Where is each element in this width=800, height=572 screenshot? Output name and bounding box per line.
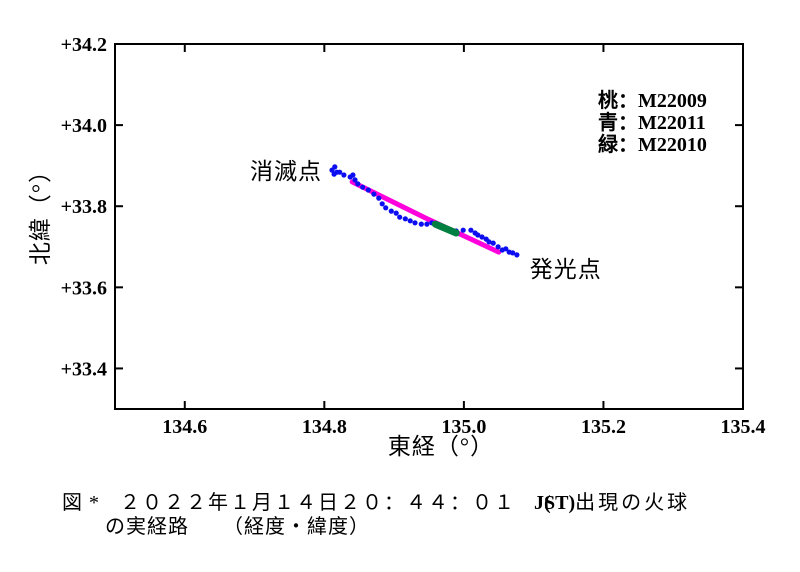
series-M22011-point xyxy=(418,221,424,227)
series-M22010-track xyxy=(431,220,460,237)
series-M22009-track xyxy=(349,179,502,255)
caption-jst-text: JST) xyxy=(534,492,576,514)
y-tick-label: +33.6 xyxy=(61,277,107,299)
x-tick-label: 135.0 xyxy=(441,416,486,438)
series-M22011-point xyxy=(376,195,382,201)
y-tick-label: +34.2 xyxy=(61,34,107,56)
series-M22011-point xyxy=(495,244,501,250)
y-tick-label: +33.4 xyxy=(61,358,107,380)
caption-fireball-text: 出現の火球 xyxy=(575,492,691,514)
axis-tick-labels: 134.6 134.8 135.0 135.2 135.4 +34.2 +34.0 +33.8… xyxy=(61,34,766,438)
plot-frame xyxy=(114,43,744,410)
series-M22011-point xyxy=(393,210,399,216)
series-M22011-point xyxy=(503,246,509,252)
trajectory-chart: 134.6 134.8 135.0 135.2 135.4 +34.2 +34.0 +33.8… xyxy=(28,34,766,459)
y-tick-label: +33.8 xyxy=(61,196,107,218)
caption-figure-label: 図 * xyxy=(62,492,100,514)
series-M22011-point xyxy=(379,201,385,207)
series-M22011-point xyxy=(331,171,337,177)
series-M22011-point xyxy=(383,205,389,211)
x-tick-label: 134.6 xyxy=(162,416,207,438)
extinction-point-label: 消滅点 xyxy=(250,159,322,184)
caption-jst-paren: ( xyxy=(544,492,551,514)
axis-ticks xyxy=(115,43,744,409)
series-M22011-point xyxy=(460,227,466,233)
series-M22011-point xyxy=(352,177,358,183)
legend-entry-M22010: 緑：M22010 xyxy=(598,132,707,156)
series-M22011-point xyxy=(341,172,347,178)
series-M22011-point xyxy=(514,252,520,258)
series-M22011-point xyxy=(510,250,516,256)
series-M22011-point xyxy=(397,214,403,220)
caption-jst: JST)( xyxy=(534,491,575,515)
y-tick-label: +34.0 xyxy=(61,115,107,137)
series-M22011-point xyxy=(402,216,408,222)
series-M22011-point xyxy=(365,187,371,193)
series-M22011-point xyxy=(337,169,343,175)
figure-caption: 図 * ２０２２年１月１４日２０：４４：０１ JST)(出現の火球 の実経路 （経度・… xyxy=(62,491,690,539)
series-M22011-point xyxy=(360,184,366,190)
data-series xyxy=(329,164,520,258)
y-axis-title: 北緯（°） xyxy=(28,159,53,265)
series-M22011-point xyxy=(412,220,418,226)
series-M22011-point xyxy=(407,218,413,224)
caption-line2: の実経路 （経度・緯度） xyxy=(105,515,690,539)
series-M22011-point xyxy=(475,232,481,238)
ignition-point-label: 発光点 xyxy=(530,257,602,282)
series-M22011-point xyxy=(355,181,361,187)
legend-entry-M22009: 桃：M22009 xyxy=(598,89,707,112)
caption-coords-text: （経度・緯度） xyxy=(223,516,370,538)
caption-line1: 図 * ２０２２年１月１４日２０：４４：０１ JST)(出現の火球 xyxy=(62,491,690,515)
series-M22011-point xyxy=(371,191,377,197)
series-M22011-point xyxy=(486,239,492,245)
caption-datetime: ２０２２年１月１４日２０：４４：０１ xyxy=(120,492,516,514)
series-M22011-point xyxy=(490,240,496,246)
series-M22011-point xyxy=(479,234,485,240)
x-axis-title: 東経（°） xyxy=(388,434,494,459)
x-tick-label: 135.4 xyxy=(721,416,766,438)
caption-route-text: の実経路 xyxy=(105,516,189,538)
x-tick-label: 134.8 xyxy=(302,416,347,438)
series-M22011-point xyxy=(424,221,430,227)
series-M22011-point xyxy=(388,208,394,214)
x-tick-label: 135.2 xyxy=(581,416,626,438)
series-M22011-point xyxy=(468,227,474,233)
legend-entry-M22011: 青：M22011 xyxy=(598,111,706,134)
series-M22011-point xyxy=(332,164,338,170)
series-M22011-point xyxy=(350,172,356,178)
